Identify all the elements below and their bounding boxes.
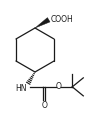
Text: COOH: COOH [51,15,73,24]
Polygon shape [35,18,50,28]
Text: O: O [55,82,61,91]
Text: HN: HN [15,84,26,93]
Text: O: O [41,101,47,110]
